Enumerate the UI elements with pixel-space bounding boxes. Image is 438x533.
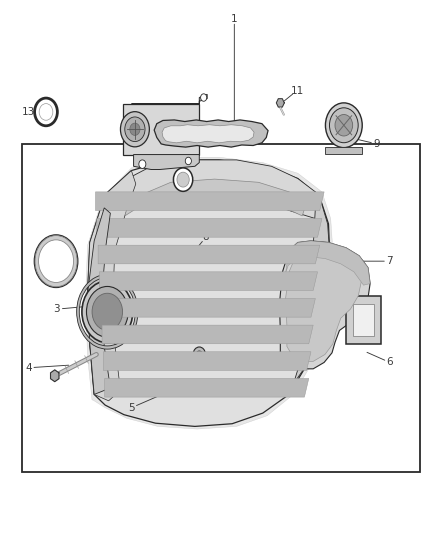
Circle shape	[193, 347, 205, 362]
Polygon shape	[131, 94, 207, 104]
Circle shape	[120, 112, 149, 147]
Circle shape	[196, 351, 202, 358]
Bar	[346, 296, 381, 344]
Polygon shape	[85, 157, 333, 429]
Circle shape	[177, 172, 189, 187]
Circle shape	[201, 94, 207, 101]
Polygon shape	[98, 245, 320, 264]
Bar	[123, 104, 199, 155]
Polygon shape	[101, 298, 315, 317]
Polygon shape	[112, 160, 320, 219]
Bar	[353, 304, 374, 336]
Polygon shape	[279, 241, 370, 369]
Circle shape	[39, 103, 53, 120]
Polygon shape	[286, 241, 370, 285]
Circle shape	[329, 108, 358, 143]
Circle shape	[139, 160, 146, 168]
Circle shape	[86, 286, 128, 337]
Circle shape	[173, 168, 193, 191]
Text: 2: 2	[38, 246, 45, 255]
Circle shape	[35, 236, 77, 287]
Text: 7: 7	[386, 256, 393, 266]
Polygon shape	[293, 192, 330, 384]
Polygon shape	[50, 370, 59, 382]
Text: 11: 11	[290, 86, 304, 95]
Polygon shape	[88, 160, 330, 426]
Text: 5: 5	[128, 403, 135, 413]
Text: 3: 3	[53, 304, 60, 314]
Circle shape	[82, 281, 133, 343]
Polygon shape	[103, 352, 311, 370]
Polygon shape	[88, 171, 136, 401]
Polygon shape	[97, 219, 322, 237]
Text: 6: 6	[386, 358, 393, 367]
Polygon shape	[125, 179, 307, 216]
Circle shape	[325, 103, 362, 148]
Polygon shape	[134, 155, 199, 169]
Polygon shape	[105, 378, 309, 397]
Text: 1: 1	[231, 14, 238, 23]
Circle shape	[185, 157, 191, 165]
Polygon shape	[88, 208, 110, 394]
Circle shape	[35, 98, 57, 126]
Text: 8: 8	[202, 232, 209, 242]
Text: 13: 13	[22, 107, 35, 117]
Circle shape	[92, 293, 123, 330]
Text: 10: 10	[335, 115, 348, 125]
Polygon shape	[99, 272, 318, 290]
Circle shape	[335, 115, 353, 136]
Polygon shape	[162, 125, 254, 143]
Polygon shape	[95, 192, 324, 211]
Polygon shape	[276, 99, 284, 107]
Circle shape	[130, 123, 140, 135]
Text: 4: 4	[25, 363, 32, 373]
Text: 12: 12	[180, 150, 194, 159]
Polygon shape	[102, 325, 313, 344]
Polygon shape	[286, 248, 361, 361]
Text: 9: 9	[373, 139, 380, 149]
Bar	[22, 144, 420, 472]
Circle shape	[125, 117, 145, 142]
Bar	[325, 147, 362, 154]
Polygon shape	[154, 120, 268, 147]
